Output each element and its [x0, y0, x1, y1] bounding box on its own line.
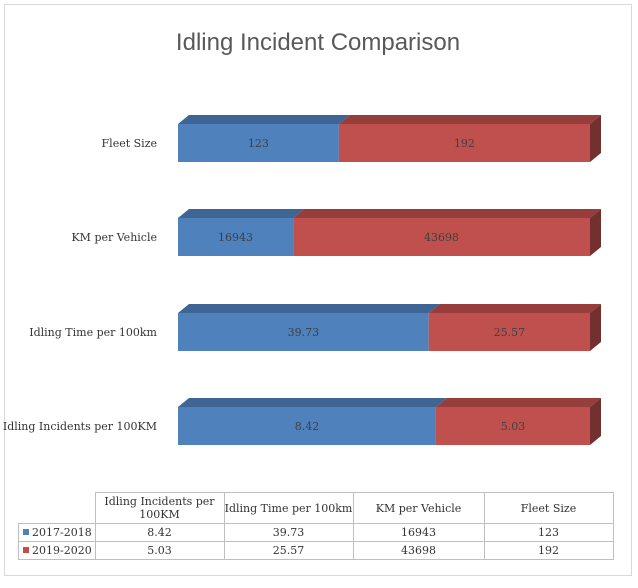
table-row-header: 2019-2020: [18, 541, 96, 560]
data-label: 16943: [218, 231, 253, 244]
table-row: 2017-2018 8.42 39.73 16943 123: [18, 523, 614, 542]
category-label: Idling Time per 100km: [29, 326, 157, 339]
table-col-header: KM per Vehicle: [352, 492, 485, 524]
legend-label: 2019-2020: [32, 544, 92, 557]
bar-top-2019-2020-2: [428, 304, 601, 313]
bar-2017-2018-2: [178, 313, 429, 351]
legend-swatch-2019-2020: [23, 547, 29, 553]
bar-2019-2020-2: [428, 313, 590, 351]
bar-top-2017-2018-3: [178, 398, 447, 407]
table-corner: [18, 492, 96, 524]
table-cell: 25.57: [223, 541, 354, 560]
data-label: 43698: [424, 231, 459, 244]
table-col-header: Idling Time per 100km: [223, 492, 354, 524]
table-cell: 123: [483, 523, 614, 542]
bar-side-2019-2020-2: [590, 304, 601, 351]
bar-side-2019-2020-3: [590, 398, 601, 445]
bar-top-2017-2018-1: [178, 209, 305, 218]
bar-side-2019-2020-0: [590, 115, 601, 162]
bar-2017-2018-1: [178, 218, 294, 256]
data-label: 192: [454, 137, 475, 150]
legend-label: 2017-2018: [32, 526, 92, 539]
table-cell: 192: [483, 541, 614, 560]
data-label: 123: [248, 137, 269, 150]
table-cell: 39.73: [223, 523, 354, 542]
chart-frame: [4, 4, 632, 576]
data-label: 39.73: [288, 326, 320, 339]
data-label: 25.57: [494, 326, 526, 339]
table-cell: 5.03: [94, 541, 225, 560]
bar-2019-2020-0: [338, 124, 590, 162]
bar-top-2019-2020-1: [293, 209, 601, 218]
bar-2017-2018-3: [178, 407, 436, 445]
table-col-header: Idling Incidents per 100KM: [94, 492, 225, 524]
bar-top-2017-2018-0: [178, 115, 350, 124]
table-row-header: 2017-2018: [18, 523, 96, 542]
chart-title: Idling Incident Comparison: [176, 29, 460, 56]
bar-side-2019-2020-1: [590, 209, 601, 256]
data-table: Idling Incidents per 100KM Idling Time p…: [18, 492, 614, 560]
table-cell: 8.42: [94, 523, 225, 542]
bar-top-2017-2018-2: [178, 304, 440, 313]
legend-swatch-2017-2018: [23, 529, 29, 535]
bar-top-2019-2020-0: [338, 115, 601, 124]
category-label: Fleet Size: [102, 137, 157, 150]
table-col-header: Fleet Size: [483, 492, 614, 524]
table-row: 2019-2020 5.03 25.57 43698 192: [18, 541, 614, 560]
bar-2017-2018-0: [178, 124, 339, 162]
chart-plot: Idling Incident Comparison 123 192 Fleet S…: [3, 29, 601, 445]
data-label: 5.03: [501, 420, 526, 433]
bar-2019-2020-3: [435, 407, 590, 445]
category-label: Idling Incidents per 100KM: [3, 420, 157, 433]
table-cell: 43698: [352, 541, 485, 560]
bar-2019-2020-1: [293, 218, 590, 256]
category-label: KM per Vehicle: [71, 231, 157, 244]
data-label: 8.42: [295, 420, 320, 433]
table-cell: 16943: [352, 523, 485, 542]
bar-top-2019-2020-3: [435, 398, 601, 407]
